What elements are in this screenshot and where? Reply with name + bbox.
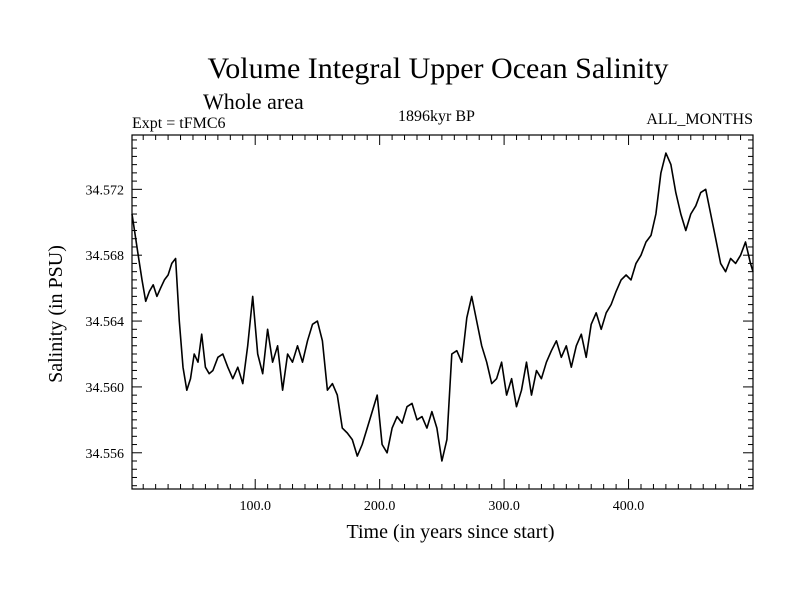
- x-axis-label: Time (in years since start): [346, 521, 554, 543]
- y-tick-label: 34.572: [86, 183, 125, 198]
- months-label: ALL_MONTHS: [646, 111, 753, 128]
- salinity-series-line: [131, 152, 754, 462]
- y-tick-labels: 34.556 34.560 34.564 34.568 34.572: [86, 183, 125, 461]
- y-axis-label: Salinity (in PSU): [45, 245, 67, 383]
- chart-subtitle: Whole area: [203, 89, 304, 114]
- y-tick-label: 34.564: [86, 315, 125, 330]
- plot-frame: [131, 134, 754, 490]
- x-tick-label: 400.0: [613, 499, 645, 514]
- experiment-label: Expt = tFMC6: [132, 115, 226, 132]
- x-tick-label: 300.0: [488, 499, 520, 514]
- y-tick-label: 34.568: [86, 249, 125, 264]
- axis-ticks: [132, 135, 753, 489]
- y-tick-label: 34.556: [86, 447, 125, 462]
- y-tick-label: 34.560: [86, 381, 125, 396]
- chart-title: Volume Integral Upper Ocean Salinity: [207, 52, 669, 85]
- period-label: 1896kyr BP: [398, 108, 475, 125]
- x-tick-label: 200.0: [364, 499, 396, 514]
- x-tick-labels: 100.0 200.0 300.0 400.0: [239, 499, 644, 514]
- x-tick-label: 100.0: [239, 499, 271, 514]
